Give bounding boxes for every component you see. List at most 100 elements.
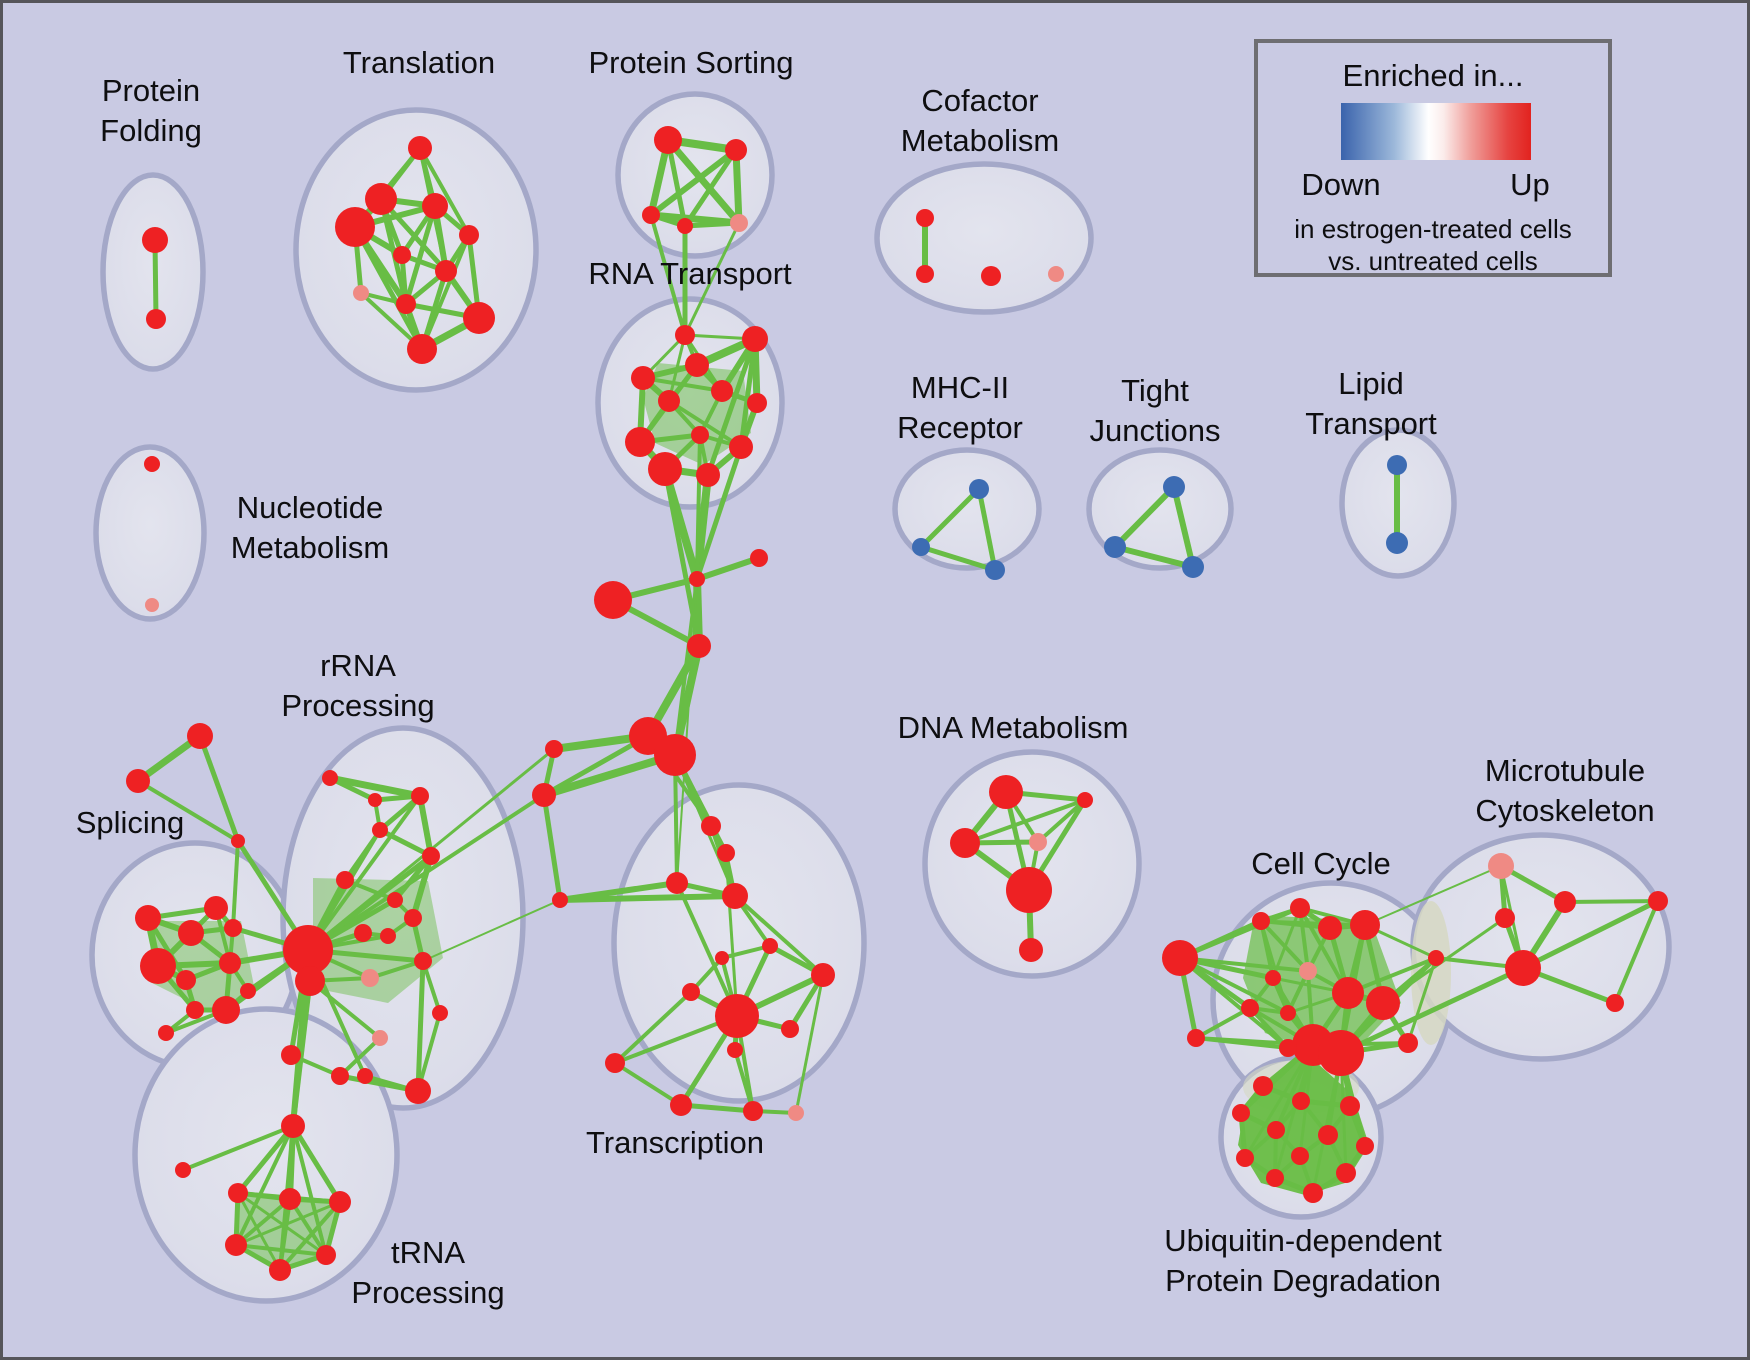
network-canvas: Protein Folding Translation Protein Sorting… — [76, 39, 1672, 1310]
labels-layer: Protein Folding Translation Protein Sorting… — [76, 45, 1655, 1310]
gene-set-node — [335, 207, 375, 247]
legend-title: Enriched in... — [1343, 58, 1524, 93]
network-edge — [695, 434, 702, 580]
gene-set-node — [594, 581, 632, 619]
gene-set-node — [1495, 908, 1515, 928]
network-edge — [1364, 865, 1502, 926]
gene-set-node — [725, 139, 747, 161]
gene-set-node — [1428, 950, 1444, 966]
network-edge — [237, 1191, 327, 1257]
gene-set-node — [1029, 833, 1047, 851]
gene-set-node — [743, 1101, 763, 1121]
network-edge — [236, 1124, 295, 1195]
network-edge — [136, 779, 240, 843]
network-edge — [369, 959, 424, 980]
gene-set-node — [368, 793, 382, 807]
gene-set-node — [1606, 994, 1624, 1012]
gene-set-node — [126, 769, 150, 793]
gene-set-node — [1398, 1033, 1418, 1053]
gene-set-node — [225, 1234, 247, 1256]
cluster-label-lipid-transport: Lipid — [1338, 366, 1404, 401]
gene-set-node — [1162, 940, 1198, 976]
gene-set-node — [396, 294, 416, 314]
gene-set-node — [1554, 891, 1576, 913]
gene-set-node — [788, 1105, 804, 1121]
gene-set-node — [747, 393, 767, 413]
network-edge — [673, 578, 699, 756]
network-edge — [197, 735, 241, 842]
gene-set-node — [281, 1114, 305, 1138]
gene-set-node — [677, 218, 693, 234]
network-edge — [1339, 965, 1525, 1056]
network-edge — [235, 1243, 327, 1257]
gene-set-node — [691, 426, 709, 444]
gene-set-node — [689, 571, 705, 587]
gene-set-node — [1299, 962, 1317, 980]
cluster-ellipse-nucleotide-metabolism — [93, 444, 207, 622]
network-edge — [613, 1061, 683, 1107]
network-edge — [1406, 957, 1438, 1044]
gene-set-node — [1290, 898, 1310, 918]
network-edge — [416, 1012, 442, 1092]
gene-set-node — [329, 1191, 351, 1213]
cluster-label-protein-sorting: Protein Sorting — [588, 45, 793, 80]
gene-set-node — [811, 963, 835, 987]
network-edge — [732, 149, 743, 224]
cluster-label-ubiquitin-degradation: Protein Degradation — [1165, 1263, 1441, 1298]
gene-set-node — [1291, 1147, 1309, 1165]
cluster-label-translation: Translation — [343, 45, 495, 80]
gene-set-node — [696, 463, 720, 487]
gene-set-node — [279, 1188, 301, 1210]
gene-set-node — [717, 844, 735, 862]
gene-set-node — [144, 456, 160, 472]
gene-set-node — [1104, 536, 1126, 558]
network-edge — [1271, 907, 1302, 979]
legend-subtitle-line2: vs. untreated cells — [1328, 246, 1538, 276]
gene-set-node — [1006, 867, 1052, 913]
network-edge — [696, 555, 760, 582]
gene-set-node — [422, 193, 448, 219]
network-edge — [964, 798, 1086, 845]
network-edge — [422, 899, 561, 962]
gene-set-node — [145, 598, 159, 612]
network-edge — [338, 1036, 382, 1078]
gene-set-node — [404, 909, 422, 927]
gene-set-node — [1241, 999, 1259, 1017]
cluster-label-cofactor-metabolism: Cofactor — [921, 83, 1038, 118]
gene-set-node — [353, 285, 369, 301]
gene-set-node — [187, 723, 213, 749]
network-edge — [352, 225, 425, 351]
gene-set-node — [916, 209, 934, 227]
network-edge — [1298, 907, 1310, 972]
network-edge — [1036, 798, 1087, 844]
network-edge — [421, 960, 442, 1014]
cluster-ellipse-cofactor-metabolism — [874, 161, 1094, 315]
network-edge — [306, 854, 433, 952]
gene-set-node — [1252, 912, 1270, 930]
gene-set-node — [224, 919, 242, 937]
gene-set-node — [158, 1025, 174, 1041]
network-edge — [683, 222, 741, 336]
gene-set-node — [176, 970, 196, 990]
gene-set-node — [722, 883, 748, 909]
cluster-label-dna-metabolism: DNA Metabolism — [898, 710, 1129, 745]
gene-set-node — [1048, 266, 1064, 282]
gene-set-node — [228, 1183, 248, 1203]
network-edge — [231, 840, 240, 929]
network-edge — [675, 882, 739, 1017]
edge-density-blob — [313, 878, 443, 1003]
gene-set-node — [742, 326, 768, 352]
gene-set-node — [762, 938, 778, 954]
gene-set-node — [985, 560, 1005, 580]
gene-set-node — [372, 822, 388, 838]
gene-set-node — [1267, 1121, 1285, 1139]
legend-box: Enriched in... Down Up in estrogen-treat… — [1254, 39, 1612, 277]
gene-set-node — [1356, 1137, 1374, 1155]
legend-gradient-bar — [1341, 103, 1531, 160]
cluster-label-cell-cycle: Cell Cycle — [1251, 846, 1391, 881]
gene-set-node — [682, 983, 700, 1001]
network-edge — [665, 137, 742, 226]
network-edge — [329, 774, 421, 800]
gene-set-node — [1303, 1183, 1323, 1203]
gene-set-node — [135, 905, 161, 931]
